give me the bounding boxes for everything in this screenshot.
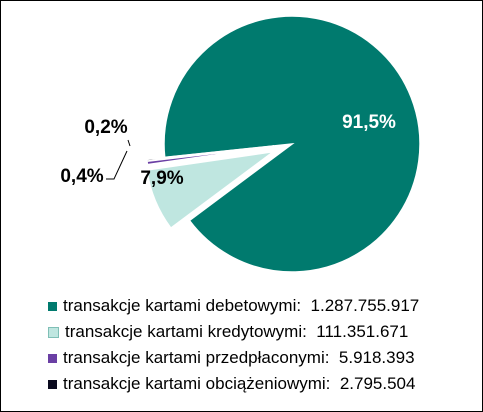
legend-swatch (48, 379, 57, 389)
legend-swatch (48, 326, 59, 338)
legend-label: transakcje kartami kredytowymi: (65, 322, 317, 341)
pie-slice-2 (145, 150, 274, 230)
data-label-4: 0,2% (84, 117, 127, 138)
legend-value: 2.795.504 (339, 374, 416, 393)
legend-label: transakcje kartami debetowymi: (63, 296, 311, 315)
legend-value: 111.351.671 (316, 322, 409, 341)
legend-entry-1: transakcje kartami debetowymi: 1.287.755… (48, 293, 468, 319)
legend-label: transakcje kartami obciążeniowymi: (63, 374, 340, 393)
pie-slice-4 (145, 145, 275, 162)
legend-entry-3: transakcje kartami przedpłaconymi: 5.918… (48, 345, 468, 371)
data-label-2: 7,9% (140, 168, 183, 189)
pie-slice-1 (163, 15, 421, 273)
legend: transakcje kartami debetowymi: 1.287.755… (48, 293, 468, 397)
legend-swatch (48, 353, 57, 363)
legend-entry-4: transakcje kartami obciążeniowymi: 2.795… (48, 371, 468, 397)
data-label-3: 0,4% (60, 166, 103, 187)
legend-value: 5.918.393 (338, 348, 415, 367)
leader-line-4 (127, 139, 131, 147)
legend-label: transakcje kartami przedpłaconymi: (63, 348, 339, 367)
legend-entry-2: transakcje kartami kredytowymi: 111.351.… (48, 319, 468, 345)
legend-swatch (48, 301, 57, 311)
leader-line-3 (106, 150, 128, 180)
data-label-1: 91,5% (342, 112, 396, 133)
legend-value: 1.287.755.917 (310, 296, 420, 315)
